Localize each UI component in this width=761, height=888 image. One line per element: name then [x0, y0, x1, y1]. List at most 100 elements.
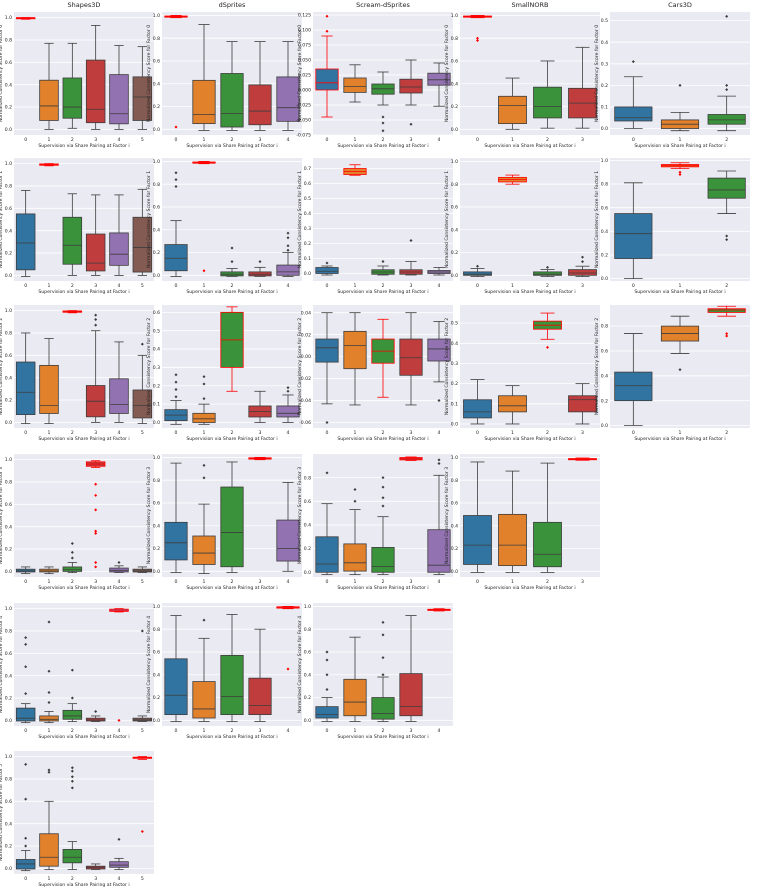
y-tick-label: 0.3	[304, 226, 311, 232]
box-body	[463, 515, 492, 565]
y-tick-label: 0.8	[304, 475, 311, 481]
box-2	[62, 42, 83, 129]
box-1	[343, 164, 367, 176]
x-tick-label: 3	[259, 579, 262, 585]
y-tick-label: 0.2	[601, 253, 608, 259]
outlier-point	[117, 837, 121, 841]
box-2	[371, 620, 395, 722]
outlier-point	[94, 508, 98, 512]
y-tick-label: 0.6	[153, 650, 160, 656]
box-1	[660, 315, 700, 372]
outlier-point	[286, 389, 290, 393]
outlier-point	[286, 236, 290, 240]
y-tick-label: 0.4	[5, 821, 12, 827]
outlier-point	[381, 260, 385, 263]
box-4	[276, 606, 300, 671]
box-body	[39, 79, 59, 121]
box-1	[498, 470, 527, 573]
box-1	[192, 161, 216, 273]
y-tick-label: 0.4	[5, 375, 12, 381]
outlier-point	[202, 618, 206, 622]
x-axis-label: Supervision via Share Pairing at Factor …	[337, 289, 428, 295]
x-tick-label: 4	[118, 137, 121, 143]
y-axis-label: Normalized Consistency Score for Factor …	[444, 467, 450, 564]
box-0	[463, 461, 492, 573]
box-body	[498, 95, 527, 125]
outlier-point	[94, 323, 98, 327]
panel-Shapes3D-factor-3: 0.0 0.2 0.4 0.6 0.8 1.0 0 1 2 3 4 5 Supervision via …	[0, 454, 154, 591]
box-3	[568, 383, 597, 425]
y-tick-label: 0.075	[298, 43, 311, 49]
x-axis-label: Supervision via Share Pairing at Factor …	[634, 143, 725, 149]
x-tick-label: 1	[511, 137, 514, 143]
outlier-point	[678, 173, 682, 177]
outlier-point	[325, 650, 329, 654]
box-1	[660, 83, 700, 132]
box-0	[15, 762, 36, 872]
y-tick-label: 0.6	[451, 205, 458, 211]
y-tick-label: 0.8	[451, 36, 458, 42]
box-1	[498, 77, 527, 130]
box-body	[15, 361, 36, 415]
outlier-point	[117, 718, 121, 722]
x-tick-label: 4	[287, 137, 290, 143]
box-body	[427, 529, 451, 573]
y-tick-label: 0.4	[601, 373, 608, 379]
outlier-point	[325, 673, 329, 677]
box-1	[343, 487, 367, 576]
box-3	[399, 59, 423, 126]
outlier-point	[47, 669, 51, 673]
panel-SmallNORB-factor-2: 0.0 0.1 0.2 0.3 0.4 0.5 0 1 2 3 Supervision via Sh…	[444, 305, 600, 442]
x-tick-label: 0	[632, 430, 635, 436]
outlier-point	[725, 238, 729, 242]
x-tick-label: 4	[287, 579, 290, 585]
x-axis-label: Supervision via Share Pairing at Factor …	[38, 289, 129, 295]
box-4	[109, 341, 129, 423]
x-tick-label: 0	[476, 430, 479, 436]
y-tick-label: 0.2	[601, 398, 608, 404]
box-0	[614, 60, 653, 129]
box-body	[109, 378, 129, 414]
y-tick-label: 0.8	[153, 478, 160, 484]
x-tick-label: 4	[118, 430, 121, 436]
panel-Shapes3D-factor-5: 0.0 0.2 0.4 0.6 0.8 1.0 0 1 2 3 4 5 Supervision via …	[0, 751, 154, 888]
y-tick-label: 0.04	[301, 310, 311, 316]
box-2	[220, 306, 244, 392]
x-tick-label: 0	[476, 283, 479, 289]
box-0	[463, 15, 492, 42]
outlier-point	[70, 541, 74, 545]
box-body	[315, 536, 339, 573]
box-0	[614, 333, 653, 426]
y-tick-label: 1.0	[153, 159, 160, 165]
box-5	[132, 756, 153, 834]
outlier-point	[24, 762, 28, 766]
panel-Shapes3D-factor-4: 0.0 0.2 0.4 0.6 0.8 1.0 0 1 2 3 4 5 Supervision via …	[0, 603, 154, 740]
box-4	[276, 41, 300, 131]
x-tick-label: 0	[175, 728, 178, 734]
y-tick-label: 0.0	[601, 276, 608, 282]
y-tick-label: 0.4	[5, 524, 12, 530]
outlier-point	[381, 673, 385, 677]
outlier-point	[140, 342, 144, 346]
y-tick-label: 0.0	[5, 866, 12, 872]
x-tick-label: 0	[326, 579, 329, 585]
box-0	[164, 373, 188, 425]
y-axis-label: Normalized Consistency Score for Factor …	[146, 318, 152, 415]
box-0	[315, 312, 339, 425]
box-1	[660, 162, 700, 177]
y-tick-label: 0.2	[451, 381, 458, 387]
x-tick-label: 3	[581, 579, 584, 585]
y-tick-label: 0.8	[451, 478, 458, 484]
outlier-point	[631, 60, 635, 64]
y-tick-label: 0.4	[5, 228, 12, 234]
x-axis-label: Supervision via Share Pairing at Factor …	[337, 585, 428, 591]
outlier-point	[174, 380, 178, 384]
box-4	[427, 62, 451, 107]
outlier-point	[476, 38, 479, 42]
x-tick-label: 1	[354, 728, 357, 734]
outlier-point	[353, 499, 357, 503]
x-tick-label: 3	[410, 579, 413, 585]
y-tick-label: 0.0	[304, 570, 311, 576]
box-2	[533, 265, 562, 277]
y-tick-label: 0.1	[153, 402, 160, 408]
